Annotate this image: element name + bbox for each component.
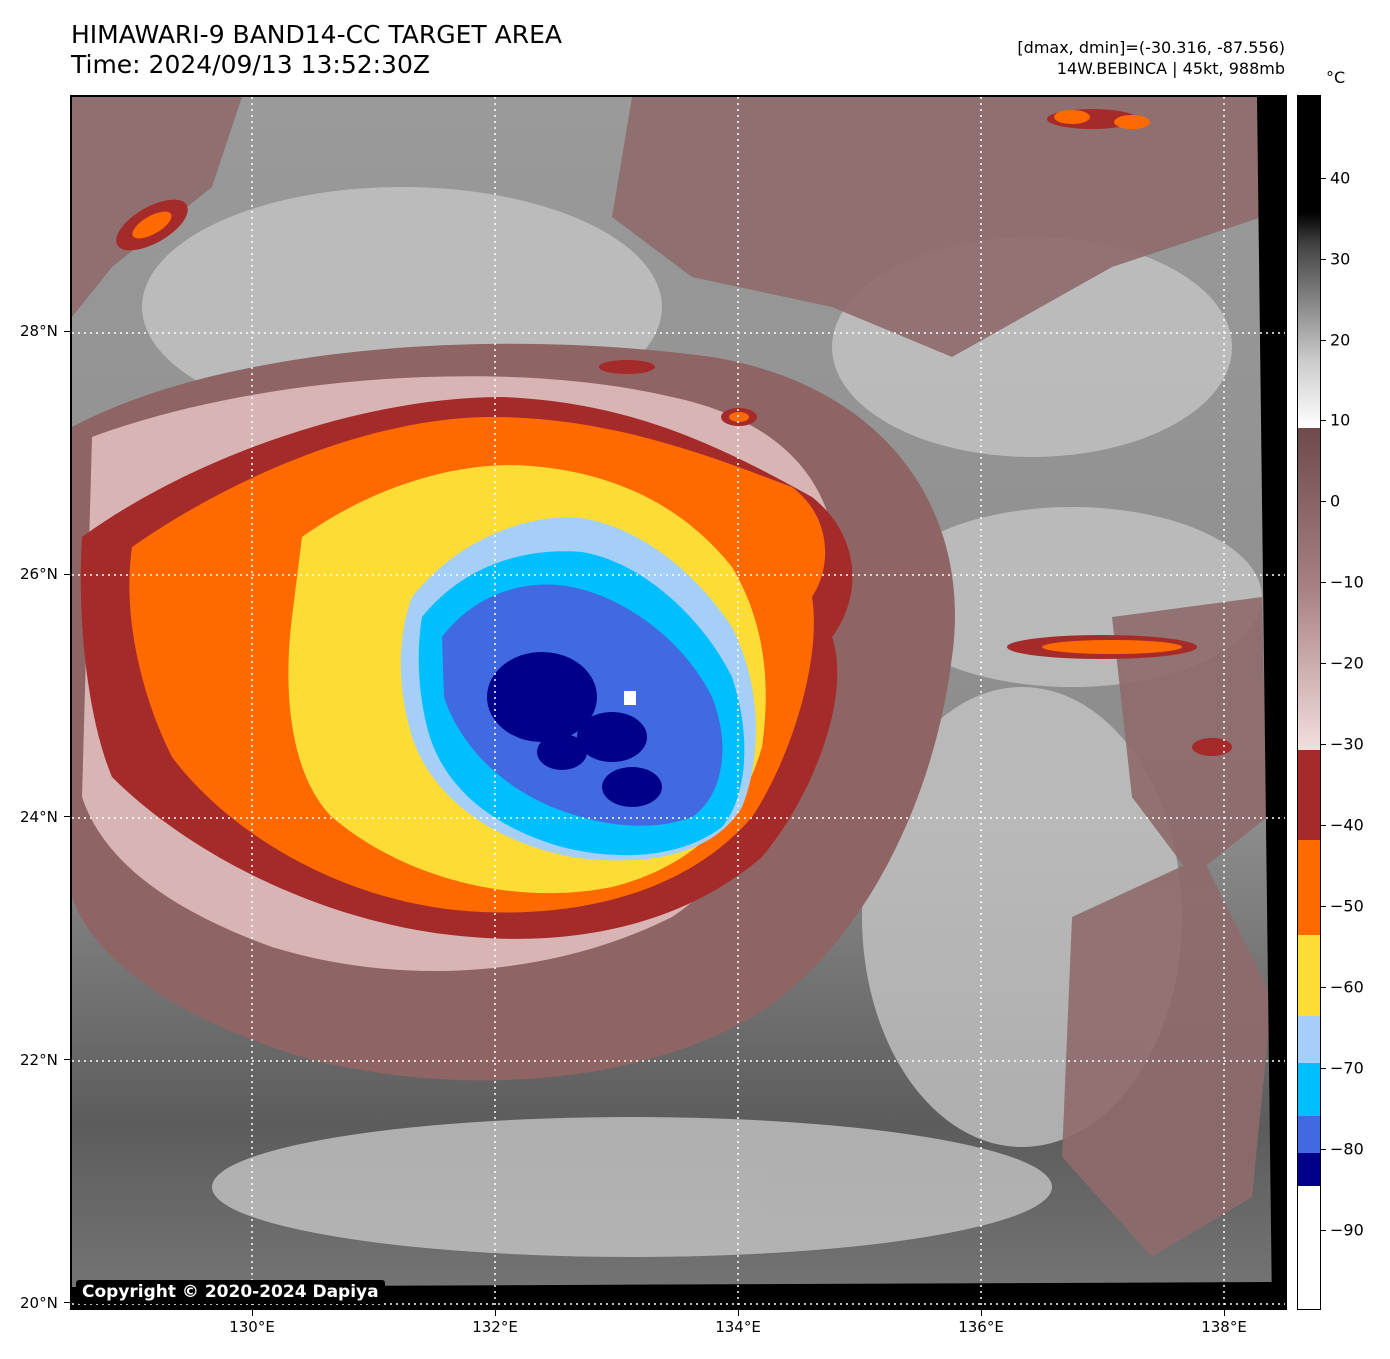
lon-label-136E: 136°E: [958, 1318, 1004, 1336]
copyright-label: Copyright © 2020-2024 Dapiya: [76, 1280, 385, 1304]
colorbar-label-minus50: −50: [1330, 896, 1364, 916]
lon-tick: [738, 1310, 739, 1316]
storm-text: 14W.BEBINCA | 45kt, 988mb: [1056, 59, 1285, 78]
colorbar-ramp: [1298, 96, 1320, 1309]
lat-label-26N: 26°N: [20, 565, 58, 583]
colorbar-tick: [1321, 178, 1326, 179]
lat-label-20N: 20°N: [20, 1294, 58, 1312]
lon-tick: [495, 1310, 496, 1316]
satellite-imagery: [72, 97, 1285, 1308]
lon-label-132E: 132°E: [472, 1318, 518, 1336]
range-text: [dmax, dmin]=(-30.316, -87.556): [1017, 38, 1285, 57]
colorbar-tick: [1321, 1068, 1326, 1069]
colorbar-brown-segment: [1298, 428, 1320, 750]
no-data-strip: [1257, 97, 1285, 1308]
figure-title: HIMAWARI-9 BAND14-CC TARGET AREA Time: 2…: [71, 20, 562, 80]
colorbar-darkred-segment: [1298, 750, 1320, 840]
lat-tick: [64, 574, 70, 575]
storm-white-spot: [624, 691, 636, 705]
colorbar-lightblue-segment: [1298, 1016, 1320, 1063]
colorbar-tick: [1321, 1149, 1326, 1150]
lon-tick: [252, 1310, 253, 1316]
colorbar-label-minus90: −90: [1330, 1220, 1364, 1240]
colorbar-label-minus70: −70: [1330, 1058, 1364, 1078]
colorbar-white-segment: [1298, 1186, 1320, 1309]
lat-label-28N: 28°N: [20, 322, 58, 340]
satellite-map: Copyright © 2020-2024 Dapiya: [70, 95, 1287, 1310]
colorbar-tick: [1321, 744, 1326, 745]
lon-label-134E: 134°E: [715, 1318, 761, 1336]
gridlines: [72, 97, 1285, 1308]
colorbar-tick: [1321, 259, 1326, 260]
colorbar-label-minus60: −60: [1330, 977, 1364, 997]
colorbar-orange-segment: [1298, 840, 1320, 935]
colorbar-label-40: 40: [1330, 168, 1351, 188]
lat-tick: [64, 331, 70, 332]
colorbar-tick: [1321, 420, 1326, 421]
title-text: HIMAWARI-9 BAND14-CC TARGET AREA: [71, 20, 563, 49]
colorbar-royalblue-segment: [1298, 1116, 1320, 1153]
colorbar-tick: [1321, 987, 1326, 988]
lat-tick: [64, 1302, 70, 1303]
scattered-convective-cells: [116, 109, 1232, 756]
colorbar-label-30: 30: [1330, 249, 1351, 269]
colorbar: [1297, 95, 1321, 1310]
colorbar-label-minus10: −10: [1330, 572, 1364, 592]
storm-coldest-tops: [487, 652, 662, 807]
colorbar-label-minus80: −80: [1330, 1139, 1364, 1159]
lon-label-138E: 138°E: [1201, 1318, 1247, 1336]
colorbar-label-0: 0: [1330, 491, 1341, 511]
colorbar-gray-segment: [1298, 96, 1320, 428]
time-text: Time: 2024/09/13 13:52:30Z: [71, 50, 430, 79]
colorbar-unit: °C: [1326, 68, 1346, 87]
colorbar-tick: [1321, 501, 1326, 502]
colorbar-label-minus20: −20: [1330, 653, 1364, 673]
colorbar-yellow-segment: [1298, 935, 1320, 1016]
lon-label-130E: 130°E: [229, 1318, 275, 1336]
colorbar-tick: [1321, 906, 1326, 907]
lat-tick: [64, 816, 70, 817]
colorbar-label-minus30: −30: [1330, 734, 1364, 754]
colorbar-cyan-segment: [1298, 1063, 1320, 1116]
colorbar-tick: [1321, 1230, 1326, 1231]
colorbar-label-10: 10: [1330, 410, 1351, 430]
colorbar-tick: [1321, 582, 1326, 583]
colorbar-label-minus40: −40: [1330, 815, 1364, 835]
colorbar-navy-segment: [1298, 1153, 1320, 1186]
lat-label-24N: 24°N: [20, 808, 58, 826]
lat-tick: [64, 1059, 70, 1060]
colorbar-label-20: 20: [1330, 330, 1351, 350]
storm-info: [dmax, dmin]=(-30.316, -87.556) 14W.BEBI…: [1017, 37, 1285, 79]
colorbar-tick: [1321, 663, 1326, 664]
colorbar-tick: [1321, 825, 1326, 826]
lat-label-22N: 22°N: [20, 1051, 58, 1069]
lon-tick: [981, 1310, 982, 1316]
colorbar-tick: [1321, 340, 1326, 341]
lon-tick: [1224, 1310, 1225, 1316]
